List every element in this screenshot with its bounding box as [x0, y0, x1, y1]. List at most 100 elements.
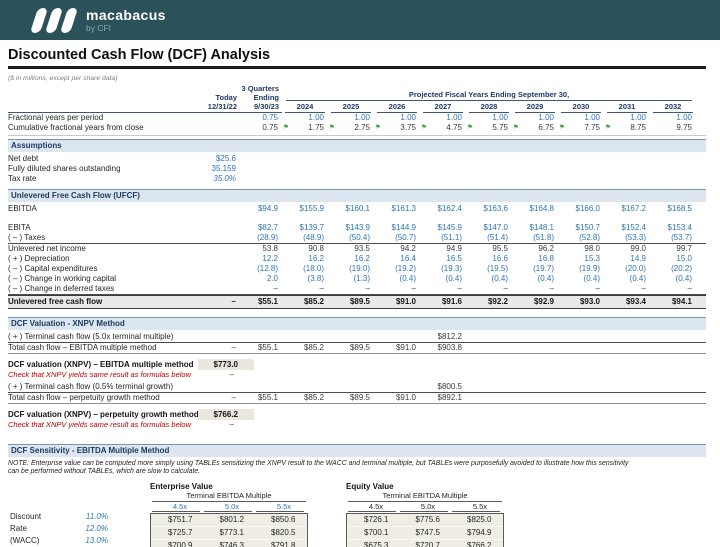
cell[interactable]: [466, 393, 512, 403]
cell[interactable]: (3.8): [307, 274, 324, 283]
multiple-header[interactable]: 5.0x: [204, 502, 252, 513]
cell[interactable]: [466, 343, 512, 353]
cell[interactable]: [240, 174, 282, 184]
cell[interactable]: [558, 393, 604, 403]
cell[interactable]: (20.0): [625, 264, 646, 273]
cell[interactable]: [198, 123, 240, 133]
cell[interactable]: $153.4: [667, 223, 692, 232]
cell[interactable]: $89.5: [349, 342, 370, 352]
cell[interactable]: –: [231, 297, 236, 306]
cell[interactable]: –: [641, 284, 646, 293]
cell[interactable]: (0.4): [537, 274, 554, 283]
cell[interactable]: (0.4): [399, 274, 416, 283]
year-header[interactable]: 2032: [653, 101, 693, 113]
cell[interactable]: $148.1: [529, 223, 554, 232]
cell[interactable]: $155.9: [299, 204, 324, 213]
cell[interactable]: (53.7): [671, 233, 692, 242]
cell[interactable]: [198, 254, 240, 264]
cell[interactable]: [650, 343, 696, 353]
cell[interactable]: [240, 332, 282, 342]
cell[interactable]: (53.3): [625, 233, 646, 242]
cell[interactable]: [650, 382, 696, 392]
cell[interactable]: (19.3): [441, 264, 462, 273]
cell[interactable]: [466, 332, 512, 342]
wacc-input[interactable]: 12.0%: [85, 523, 108, 533]
cell[interactable]: [512, 154, 558, 164]
cell[interactable]: (19.9): [579, 264, 600, 273]
cell[interactable]: [374, 382, 420, 392]
sensitivity-cell[interactable]: $773.1: [219, 528, 244, 538]
cell[interactable]: (51.1): [441, 233, 462, 242]
year-header[interactable]: 2030: [561, 101, 601, 113]
year-header[interactable]: 2024: [285, 101, 325, 113]
sensitivity-cell[interactable]: $747.5: [415, 528, 440, 538]
cell[interactable]: (0.4): [675, 274, 692, 283]
cell[interactable]: ⚑ 5.75: [467, 123, 508, 132]
sensitivity-cell[interactable]: $825.0: [467, 515, 492, 525]
cell[interactable]: $93.4: [625, 297, 646, 306]
year-header[interactable]: 2028: [469, 101, 509, 113]
cell[interactable]: $144.9: [391, 223, 416, 232]
cell[interactable]: $164.8: [529, 204, 554, 213]
cell[interactable]: 16.2: [308, 254, 324, 263]
cell[interactable]: [558, 382, 604, 392]
cell[interactable]: (50.4): [349, 233, 370, 242]
cell[interactable]: (48.9): [303, 233, 324, 242]
cell[interactable]: $800.5: [437, 381, 462, 391]
cell[interactable]: $94.9: [257, 204, 278, 213]
cell[interactable]: (12.8): [257, 264, 278, 273]
cell[interactable]: $143.9: [345, 223, 370, 232]
cell[interactable]: [198, 223, 240, 233]
cell[interactable]: (0.4): [491, 274, 508, 283]
cell[interactable]: [198, 274, 240, 284]
cell[interactable]: 1.00: [584, 113, 600, 122]
cell[interactable]: [650, 174, 696, 184]
cell[interactable]: $55.1: [257, 342, 278, 352]
cell[interactable]: $91.0: [395, 392, 416, 402]
cell[interactable]: 16.5: [446, 254, 462, 263]
cell[interactable]: ⚑ 7.75: [559, 123, 600, 132]
cell[interactable]: $55.1: [257, 392, 278, 402]
cell[interactable]: [198, 113, 240, 123]
cell[interactable]: [374, 154, 420, 164]
cell[interactable]: [558, 154, 604, 164]
year-header[interactable]: 2025: [331, 101, 371, 113]
cell[interactable]: [282, 174, 328, 184]
sensitivity-cell[interactable]: $850.6: [271, 515, 296, 525]
cell[interactable]: [650, 154, 696, 164]
sensitivity-cell[interactable]: $801.2: [219, 515, 244, 525]
cell[interactable]: [374, 164, 420, 174]
cell[interactable]: [604, 382, 650, 392]
sensitivity-cell[interactable]: $726.1: [364, 515, 389, 525]
cell[interactable]: [466, 174, 512, 184]
xnpv-growth-result-value[interactable]: $766.2: [198, 408, 254, 420]
cell[interactable]: –: [365, 284, 370, 293]
sensitivity-cell[interactable]: $766.2: [467, 541, 492, 547]
cell[interactable]: $55.1: [257, 297, 278, 306]
cell[interactable]: 99.7: [676, 244, 692, 253]
cell[interactable]: [328, 332, 374, 342]
cell[interactable]: ⚑ 1.75: [283, 123, 324, 132]
cell[interactable]: $168.5: [667, 204, 692, 213]
multiple-header[interactable]: 4.5x: [152, 502, 200, 513]
cell[interactable]: [512, 382, 558, 392]
cell[interactable]: [512, 164, 558, 174]
cell[interactable]: [282, 382, 328, 392]
cell[interactable]: $161.3: [391, 204, 416, 213]
year-header[interactable]: 2031: [607, 101, 647, 113]
cell[interactable]: [282, 164, 328, 174]
wacc-input[interactable]: 13.0%: [85, 535, 108, 545]
cell[interactable]: (51.4): [487, 233, 508, 242]
cell[interactable]: 16.6: [492, 254, 508, 263]
cell[interactable]: $152.4: [621, 223, 646, 232]
cell[interactable]: $162.4: [437, 204, 462, 213]
cell[interactable]: [198, 244, 240, 254]
sensitivity-cell[interactable]: $746.3: [219, 541, 244, 547]
cell[interactable]: 15.0: [676, 254, 692, 263]
cell[interactable]: [282, 332, 328, 342]
cell[interactable]: (51.8): [533, 233, 554, 242]
cell[interactable]: (52.8): [579, 233, 600, 242]
cell[interactable]: $85.2: [303, 297, 324, 306]
cell[interactable]: –: [231, 392, 236, 402]
cell[interactable]: [650, 164, 696, 174]
